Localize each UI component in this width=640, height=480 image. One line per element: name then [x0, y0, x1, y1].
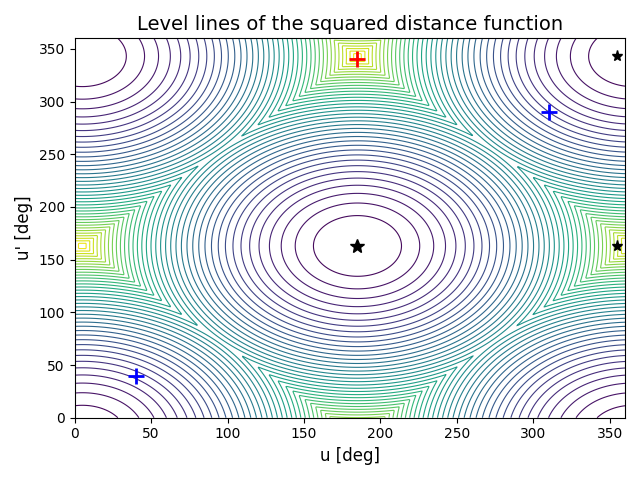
Title: Level lines of the squared distance function: Level lines of the squared distance func… [137, 15, 563, 34]
X-axis label: u [deg]: u [deg] [320, 447, 380, 465]
Y-axis label: u' [deg]: u' [deg] [15, 196, 33, 260]
